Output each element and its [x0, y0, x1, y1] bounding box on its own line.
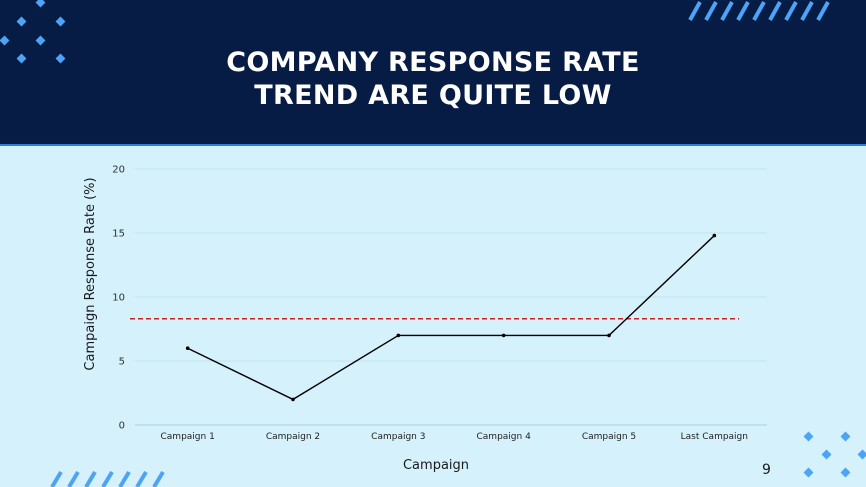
title-banner: [0, 0, 866, 146]
y-tick-label: 10: [112, 293, 125, 304]
x-tick-label: Campaign 4: [477, 432, 532, 442]
y-axis-ticks: 0 5 10 15 20: [112, 165, 125, 432]
x-tick-label: Campaign 5: [582, 432, 636, 442]
x-tick-label: Last Campaign: [681, 432, 748, 442]
series-line: [187, 235, 715, 401]
y-tick-label: 5: [119, 357, 125, 368]
x-tick-label: Campaign 1: [161, 432, 215, 442]
slide-title-line-2: TREND ARE QUITE LOW: [254, 80, 612, 111]
chart-grid: [135, 168, 767, 426]
x-axis-ticks: Campaign 1 Campaign 2 Campaign 3 Campaign 4…: [161, 432, 748, 442]
data-point: [607, 333, 611, 338]
x-tick-label: Campaign 2: [266, 432, 320, 442]
y-tick-label: 15: [112, 229, 125, 240]
slide-title: COMPANY RESPONSE RATE TREND ARE QUITE LO…: [0, 46, 866, 112]
x-tick-label: Campaign 3: [371, 432, 425, 442]
page-number: 9: [762, 462, 771, 478]
data-point: [185, 346, 190, 351]
x-axis-label: Campaign: [403, 458, 469, 473]
y-tick-label: 0: [119, 421, 125, 432]
series-group: [185, 233, 717, 402]
data-point: [501, 333, 506, 338]
data-point: [291, 397, 295, 402]
y-tick-label: 20: [112, 165, 125, 176]
slide-title-line-1: COMPANY RESPONSE RATE: [226, 47, 640, 78]
y-axis-label: Campaign Response Rate (%): [83, 177, 98, 370]
data-point: [396, 333, 401, 338]
data-point: [712, 233, 717, 238]
